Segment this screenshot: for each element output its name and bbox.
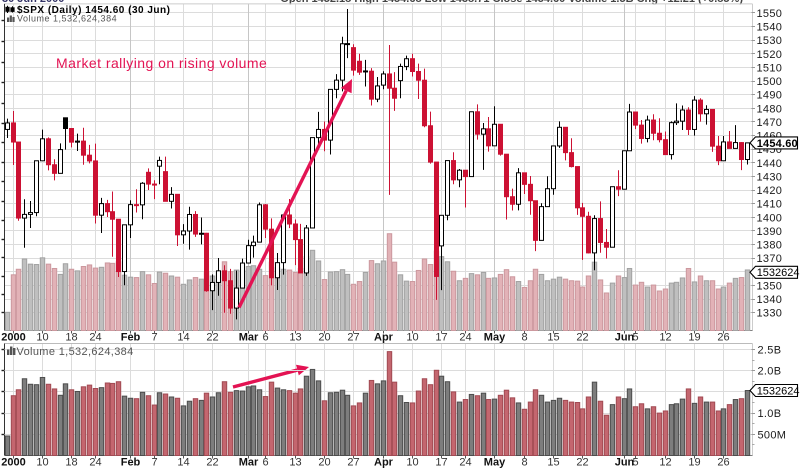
svg-text:14: 14 [177,457,189,469]
svg-text:5: 5 [632,332,638,344]
svg-text:1454.60: 1454.60 [757,138,798,150]
svg-text:1330: 1330 [757,308,783,320]
svg-text:1350: 1350 [757,280,783,292]
svg-text:7: 7 [151,332,157,344]
svg-text:2.0B: 2.0B [758,366,782,378]
svg-text:27: 27 [347,332,359,344]
svg-text:22: 22 [576,457,588,469]
svg-text:1480: 1480 [757,103,783,115]
svg-text:Mar: Mar [239,457,259,469]
svg-text:2000: 2000 [1,332,25,344]
svg-text:$SPX (Daily) 1454.60 (30 Jun): $SPX (Daily) 1454.60 (30 Jun) [17,5,170,16]
svg-text:18: 18 [65,457,77,469]
svg-text:12: 12 [659,332,671,344]
svg-text:1470: 1470 [757,117,783,129]
svg-text:24: 24 [89,457,101,469]
svg-text:18: 18 [65,332,77,344]
svg-text:Feb: Feb [121,332,141,344]
svg-text:May: May [484,332,506,344]
svg-text:1.0B: 1.0B [758,408,782,420]
svg-text:24: 24 [459,457,471,469]
svg-text:22: 22 [206,332,218,344]
svg-text:10: 10 [406,457,418,469]
svg-text:Apr: Apr [374,457,394,469]
svg-text:2000: 2000 [1,457,25,469]
svg-text:19: 19 [688,457,700,469]
svg-text:1510: 1510 [757,62,783,74]
svg-text:Volume 1,532,624,384: Volume 1,532,624,384 [17,346,134,358]
svg-text:Jun: Jun [615,332,635,344]
svg-text:7: 7 [151,457,157,469]
svg-text:10: 10 [36,457,48,469]
svg-text:13: 13 [289,457,301,469]
svg-text:2.5B: 2.5B [758,345,782,357]
svg-text:13: 13 [289,332,301,344]
svg-text:19: 19 [688,332,700,344]
svg-text:1430: 1430 [757,171,783,183]
svg-text:Mar: Mar [239,332,259,344]
svg-text:10: 10 [36,332,48,344]
svg-text:Apr: Apr [374,332,394,344]
svg-text:1550: 1550 [757,8,783,20]
svg-text:1490: 1490 [757,90,783,102]
svg-text:12: 12 [659,457,671,469]
svg-text:1400: 1400 [757,212,783,224]
svg-text:8: 8 [521,457,527,469]
svg-text:Feb: Feb [121,457,141,469]
svg-text:6: 6 [262,332,268,344]
svg-text:1390: 1390 [757,226,783,238]
svg-text:20: 20 [318,457,330,469]
svg-text:Jun: Jun [615,457,635,469]
svg-text:1520: 1520 [757,49,783,61]
svg-text:17: 17 [435,457,447,469]
svg-text:1420: 1420 [757,185,783,197]
svg-text:24: 24 [459,332,471,344]
svg-text:1540: 1540 [757,22,783,34]
svg-text:6: 6 [262,457,268,469]
svg-text:15: 15 [547,457,559,469]
svg-text:22: 22 [576,332,588,344]
svg-text:26: 26 [717,332,729,344]
svg-text:Volume 1,532,624,384: Volume 1,532,624,384 [17,14,117,24]
svg-text:May: May [484,457,506,469]
svg-text:1440: 1440 [757,158,783,170]
svg-text:1380: 1380 [757,240,783,252]
svg-text:27: 27 [347,457,359,469]
svg-text:1530: 1530 [757,35,783,47]
svg-text:500M: 500M [758,429,787,441]
svg-text:1410: 1410 [757,199,783,211]
svg-text:20: 20 [318,332,330,344]
svg-text:Market rallying on rising volu: Market rallying on rising volume [56,55,267,71]
svg-text:17: 17 [435,332,447,344]
svg-text:1532624: 1532624 [757,385,800,397]
svg-text:1532624: 1532624 [757,267,800,279]
svg-text:22: 22 [206,457,218,469]
svg-text:1370: 1370 [757,253,783,265]
svg-text:8: 8 [521,332,527,344]
svg-text:Open 1452.18 High 1454.68 Low: Open 1452.18 High 1454.68 Low 1438.71 Cl… [280,0,743,5]
svg-text:1500: 1500 [757,76,783,88]
svg-text:14: 14 [177,332,189,344]
svg-text:15: 15 [547,332,559,344]
svg-text:5: 5 [632,457,638,469]
svg-text:1340: 1340 [757,294,783,306]
svg-text:30 Jun 2000: 30 Jun 2000 [2,0,64,5]
svg-text:26: 26 [717,457,729,469]
svg-text:24: 24 [89,332,101,344]
svg-text:10: 10 [406,332,418,344]
